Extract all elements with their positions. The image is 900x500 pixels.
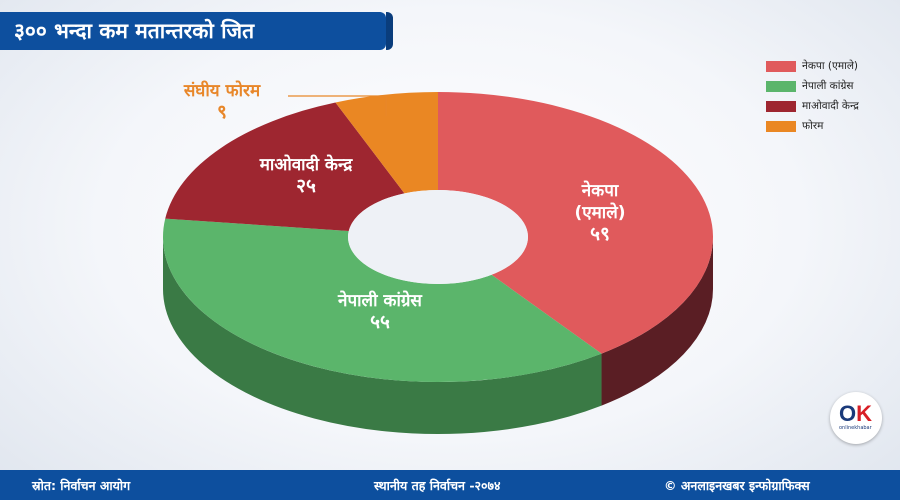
- logo-wordmark: onlinekhabar: [839, 425, 872, 431]
- forum-leader-line: [288, 95, 387, 116]
- data-label-value: ९: [217, 101, 227, 123]
- legend-item-maoist: माओवादी केन्द्र: [766, 96, 859, 116]
- chart-title: ३०० भन्दा कम मतान्तरको जित: [0, 12, 393, 50]
- footer-bar: स्रोत: निर्वाचन आयोग स्थानीय तह निर्वाचन…: [0, 470, 900, 500]
- source-text: स्रोत: निर्वाचन आयोग: [32, 478, 131, 493]
- donut-hole: [348, 190, 528, 284]
- donut-chart: नेकपा(एमाले)५९ नेपाली कांग्रेस५५ माओवादी क…: [163, 80, 713, 435]
- election-text: स्थानीय तह निर्वाचन -२०७४: [374, 478, 501, 493]
- slice-forum: [335, 92, 438, 194]
- data-label-name: संघीय फोरम: [183, 80, 261, 101]
- legend: नेकपा (एमाले) नेपाली कांग्रेस माओवादी के…: [766, 56, 859, 136]
- data-label-name: नेपाली कांग्रेस: [337, 290, 423, 311]
- slice-maoist: [165, 102, 405, 232]
- legend-item-congress: नेपाली कांग्रेस: [766, 76, 859, 96]
- slice-uml: [438, 92, 713, 354]
- credit-text: © अनलाइनखबर इन्फोग्राफिक्स: [664, 478, 810, 493]
- slice-uml-side: [601, 237, 713, 406]
- data-label-name: माओवादी केन्द्र: [259, 154, 353, 175]
- legend-swatch: [766, 120, 796, 132]
- legend-label: माओवादी केन्द्र: [802, 100, 859, 112]
- legend-label: नेपाली कांग्रेस: [802, 80, 854, 92]
- onlinekhabar-logo: OK onlinekhabar: [830, 392, 882, 444]
- legend-swatch: [766, 100, 796, 112]
- slice-congress-side: [163, 237, 602, 435]
- logo-mark: OK: [839, 401, 873, 426]
- legend-item-uml: नेकपा (एमाले): [766, 56, 859, 76]
- data-label-name: (एमाले): [574, 202, 625, 223]
- legend-label: फोरम: [802, 120, 824, 132]
- data-label-name: नेकपा: [581, 180, 619, 201]
- legend-item-forum: फोरम: [766, 116, 859, 136]
- data-label-value: ५५: [370, 311, 390, 333]
- legend-swatch: [766, 80, 796, 92]
- legend-label: नेकपा (एमाले): [802, 60, 859, 72]
- data-label-value: ५९: [590, 223, 610, 245]
- slice-congress: [163, 218, 602, 382]
- data-label-value: २५: [296, 175, 316, 197]
- legend-swatch: [766, 60, 796, 72]
